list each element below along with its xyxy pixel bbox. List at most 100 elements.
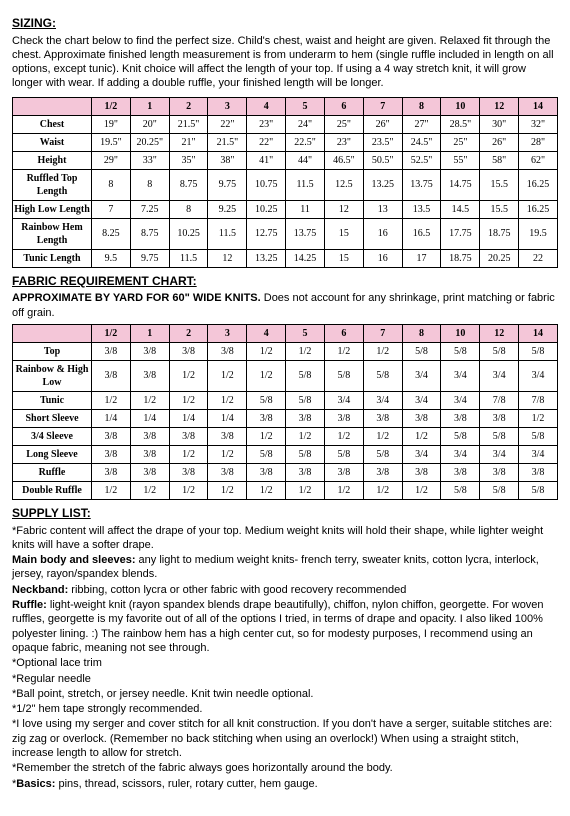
- supply-item-text: 1/2" hem tape strongly recommended.: [16, 703, 202, 715]
- table-cell: 1/2: [519, 409, 558, 427]
- table-cell: 3/4: [441, 391, 480, 409]
- table-cell: 5/8: [247, 445, 286, 463]
- table-cell: 21.5": [208, 133, 247, 151]
- table-cell: 3/8: [363, 463, 402, 481]
- table-cell: 3/8: [402, 409, 441, 427]
- table-row: Top3/83/83/83/81/21/21/21/25/85/85/85/8: [13, 342, 558, 360]
- supply-item: Ruffle: light-weight knit (rayon spandex…: [12, 598, 558, 655]
- table-cell: 1/2: [208, 445, 247, 463]
- sizing-heading: SIZING:: [12, 16, 558, 32]
- table-row-label: Ruffled Top Length: [13, 169, 92, 200]
- table-cell: 1/2: [169, 360, 208, 391]
- table-cell: 3/8: [169, 463, 208, 481]
- table-cell: 18.75: [480, 218, 519, 249]
- table-row-label: 3/4 Sleeve: [13, 427, 92, 445]
- supply-item: *I love using my serger and cover stitch…: [12, 717, 558, 760]
- table-cell: 22: [519, 249, 558, 267]
- table-cell: 1/2: [208, 360, 247, 391]
- table-col-header: 8: [402, 324, 441, 342]
- table-cell: 10.25: [169, 218, 208, 249]
- table-col-header: 7: [363, 324, 402, 342]
- table-cell: 55": [441, 151, 480, 169]
- table-cell: 3/4: [480, 360, 519, 391]
- table-cell: 16.25: [519, 169, 558, 200]
- table-cell: 44": [286, 151, 325, 169]
- table-cell: 3/4: [441, 360, 480, 391]
- table-cell: 1/2: [286, 342, 325, 360]
- table-row-label: Double Ruffle: [13, 481, 92, 499]
- table-cell: 20.25: [480, 249, 519, 267]
- table-cell: 5/8: [324, 445, 363, 463]
- size-chart-table: 1/212345678101214 Chest19"20"21.5"22"23"…: [12, 97, 558, 268]
- table-cell: 5/8: [519, 481, 558, 499]
- table-col-header: 3: [208, 97, 247, 115]
- table-cell: 7.25: [130, 200, 169, 218]
- table-cell: 1/2: [130, 481, 169, 499]
- table-col-header: 2: [169, 97, 208, 115]
- supply-item: *Ball point, stretch, or jersey needle. …: [12, 687, 558, 701]
- table-row: Tunic Length9.59.7511.51213.2514.2515161…: [13, 249, 558, 267]
- table-cell: 15: [324, 218, 363, 249]
- table-col-header: 2: [169, 324, 208, 342]
- table-cell: 21": [169, 133, 208, 151]
- table-row-label: Height: [13, 151, 92, 169]
- table-cell: 1/4: [92, 409, 131, 427]
- table-row-label: Rainbow & High Low: [13, 360, 92, 391]
- table-cell: 11.5: [169, 249, 208, 267]
- table-cell: 3/8: [441, 463, 480, 481]
- table-row-label: Short Sleeve: [13, 409, 92, 427]
- table-row: Tunic1/21/21/21/25/85/83/43/43/43/47/87/…: [13, 391, 558, 409]
- table-cell: 1/2: [363, 342, 402, 360]
- supply-heading: SUPPLY LIST:: [12, 506, 558, 522]
- table-cell: 1/2: [208, 481, 247, 499]
- table-corner: [13, 97, 92, 115]
- table-cell: 23": [324, 133, 363, 151]
- table-cell: 16.25: [519, 200, 558, 218]
- table-col-header: 5: [286, 97, 325, 115]
- table-cell: 11.5: [208, 218, 247, 249]
- supply-list: *Fabric content will affect the drape of…: [12, 524, 558, 791]
- table-cell: 1/2: [402, 427, 441, 445]
- table-row: High Low Length77.2589.2510.2511121313.5…: [13, 200, 558, 218]
- supply-item: *Regular needle: [12, 672, 558, 686]
- table-cell: 12.75: [247, 218, 286, 249]
- table-row: Double Ruffle1/21/21/21/21/21/21/21/21/2…: [13, 481, 558, 499]
- table-cell: 14.25: [286, 249, 325, 267]
- table-cell: 5/8: [441, 481, 480, 499]
- table-col-header: 10: [441, 324, 480, 342]
- table-col-header: 4: [247, 97, 286, 115]
- table-cell: 3/8: [208, 427, 247, 445]
- table-cell: 1/2: [208, 391, 247, 409]
- table-row: Ruffle3/83/83/83/83/83/83/83/83/83/83/83…: [13, 463, 558, 481]
- table-cell: 15.5: [480, 200, 519, 218]
- table-cell: 23": [247, 115, 286, 133]
- table-cell: 3/8: [92, 427, 131, 445]
- table-cell: 5/8: [363, 445, 402, 463]
- table-cell: 1/2: [247, 481, 286, 499]
- table-cell: 15.5: [480, 169, 519, 200]
- table-cell: 3/8: [441, 409, 480, 427]
- table-cell: 3/4: [519, 445, 558, 463]
- table-cell: 3/4: [519, 360, 558, 391]
- table-cell: 10.25: [247, 200, 286, 218]
- sizing-paragraph: Check the chart below to find the perfec…: [12, 34, 558, 91]
- table-cell: 23.5": [363, 133, 402, 151]
- table-row-label: Ruffle: [13, 463, 92, 481]
- table-cell: 8: [130, 169, 169, 200]
- table-cell: 50.5": [363, 151, 402, 169]
- table-cell: 3/8: [324, 463, 363, 481]
- table-cell: 16: [363, 249, 402, 267]
- table-cell: 7/8: [519, 391, 558, 409]
- table-cell: 13: [363, 200, 402, 218]
- table-cell: 7/8: [480, 391, 519, 409]
- table-cell: 9.5: [92, 249, 131, 267]
- table-cell: 5/8: [441, 427, 480, 445]
- table-cell: 1/2: [363, 481, 402, 499]
- supply-item-text: Ball point, stretch, or jersey needle. K…: [16, 688, 313, 700]
- table-cell: 3/4: [324, 391, 363, 409]
- table-cell: 26": [363, 115, 402, 133]
- table-cell: 14.75: [441, 169, 480, 200]
- table-cell: 3/8: [169, 427, 208, 445]
- table-cell: 3/4: [402, 445, 441, 463]
- table-cell: 20": [130, 115, 169, 133]
